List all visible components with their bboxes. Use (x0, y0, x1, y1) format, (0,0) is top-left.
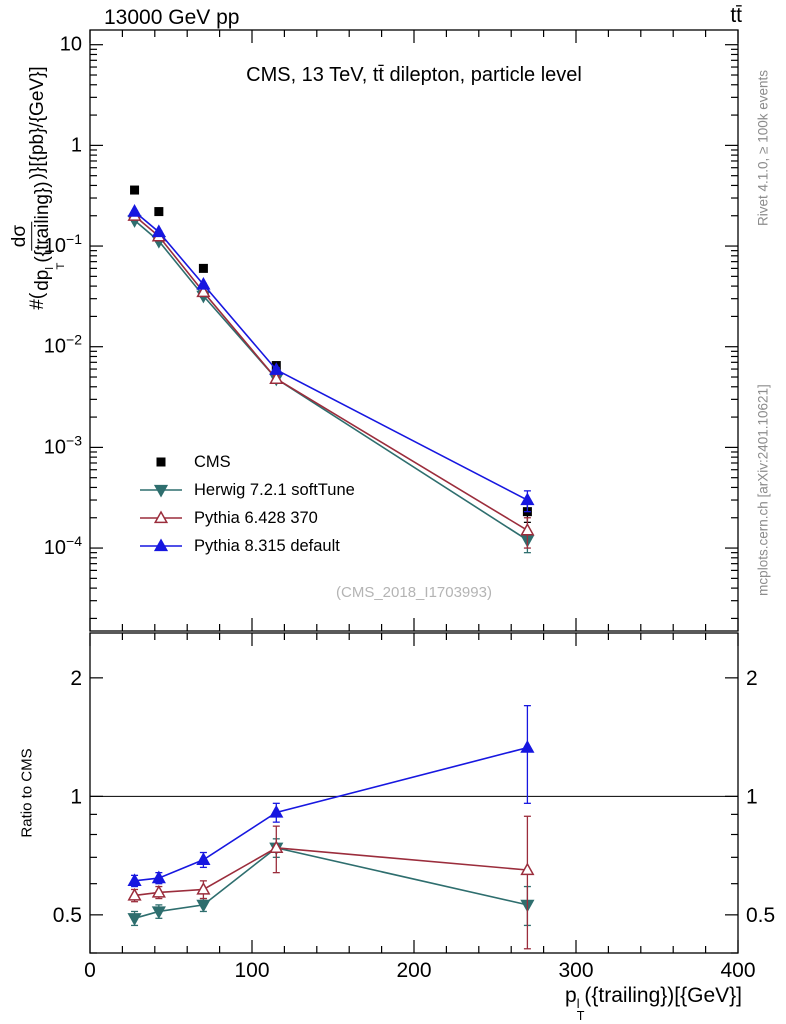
legend-item-herwig: Herwig 7.2.1 softTune (138, 476, 355, 504)
pythia-8-315-default-marker (151, 224, 166, 238)
pythia-6-428-370-ratio-marker (520, 862, 535, 876)
panel-title: CMS, 13 TeV, tt̄ dilepton, particle leve… (246, 64, 582, 86)
pythia-6-428-370-ratio-marker (127, 887, 142, 901)
process-label: tt̄ (730, 4, 742, 27)
pythia-6-428-370-marker (269, 371, 284, 384)
pythia-6-428-370-ratio-marker (269, 840, 284, 853)
pythia8-marker-icon (140, 538, 182, 552)
x-tick-label: 0 (84, 959, 96, 982)
herwig-7-2-1-softtune-ratio-marker (151, 906, 166, 920)
y-tick-label: 10−1 (44, 231, 82, 257)
herwig-7-2-1-softtune-line (134, 219, 528, 541)
x-tick-label: 100 (234, 959, 269, 982)
ratio-frame (89, 632, 739, 954)
x-tick-label: 200 (396, 959, 431, 982)
pythia-8-315-default-ratio-marker (520, 740, 535, 753)
pythia-8-315-default-ratio-marker (196, 852, 211, 865)
y-tick-label: 10 (60, 34, 82, 56)
ratio-tick-label-left: 2 (70, 667, 82, 690)
pythia-8-315-default-ratio-marker (269, 804, 284, 818)
pythia-8-315-default-line (134, 210, 528, 501)
cms-marker (154, 207, 164, 217)
herwig-7-2-1-softtune-ratio-marker (127, 913, 142, 926)
y-tick-label: 1 (71, 134, 82, 156)
legend-label-pythia8: Pythia 8.315 default (194, 536, 340, 555)
herwig-7-2-1-softtune-ratio-line (134, 846, 528, 920)
pythia-8-315-default-ratio-marker (151, 870, 166, 884)
x-tick-label: 300 (558, 959, 593, 982)
ratio-tick-label-left: 1 (70, 785, 82, 808)
x-axis-label: p l T ({trailing})[{GeV}] (565, 984, 742, 1023)
legend-label-herwig: Herwig 7.2.1 softTune (194, 480, 355, 499)
main-frame (89, 29, 739, 632)
analysis-id-watermark: (CMS_2018_I1703993) (336, 584, 492, 601)
legend-label-pythia6: Pythia 6.428 370 (194, 508, 318, 527)
y-tick-label: 10−2 (44, 332, 82, 358)
cms-marker-icon (156, 457, 166, 467)
x-tick-label: 400 (720, 959, 755, 982)
cms-marker (130, 185, 140, 195)
herwig-7-2-1-softtune-ratio-marker (196, 899, 211, 913)
pythia-6-428-370-ratio-marker (196, 881, 211, 895)
ratio-tick-label-right: 1 (746, 785, 758, 808)
legend-item-cms: CMS (138, 448, 355, 476)
legend-item-pythia6: Pythia 6.428 370 (138, 504, 355, 532)
pythia6-marker-icon (140, 510, 182, 524)
legend-label-cms: CMS (194, 452, 231, 471)
pythia-8-315-default-marker (269, 362, 284, 375)
pythia-6-428-370-marker (196, 284, 211, 298)
pythia-6-428-370-ratio-marker (151, 884, 166, 898)
beam-energy-label: 13000 GeV pp (104, 6, 240, 29)
pythia-8-315-default-marker (196, 276, 211, 290)
herwig-marker-icon (140, 484, 182, 498)
ratio-tick-label-left: 0.5 (53, 904, 82, 927)
y-tick-label: 10−4 (44, 533, 82, 559)
ratio-tick-label-right: 0.5 (746, 904, 775, 927)
y-tick-label: 10−3 (44, 432, 82, 458)
pythia-8-315-default-marker (127, 204, 142, 217)
pythia-8-315-default-ratio-marker (127, 873, 142, 887)
legend: CMS Herwig 7.2.1 softTune Pythia 6.428 3… (138, 448, 355, 560)
pythia-6-428-370-line (134, 215, 528, 532)
cms-marker (198, 263, 208, 273)
legend-item-pythia8: Pythia 8.315 default (138, 532, 355, 560)
pythia-6-428-370-ratio-line (134, 847, 528, 897)
ratio-tick-label-right: 2 (746, 667, 758, 690)
pythia-6-428-370-marker (520, 522, 535, 536)
pythia-8-315-default-marker (520, 492, 535, 506)
